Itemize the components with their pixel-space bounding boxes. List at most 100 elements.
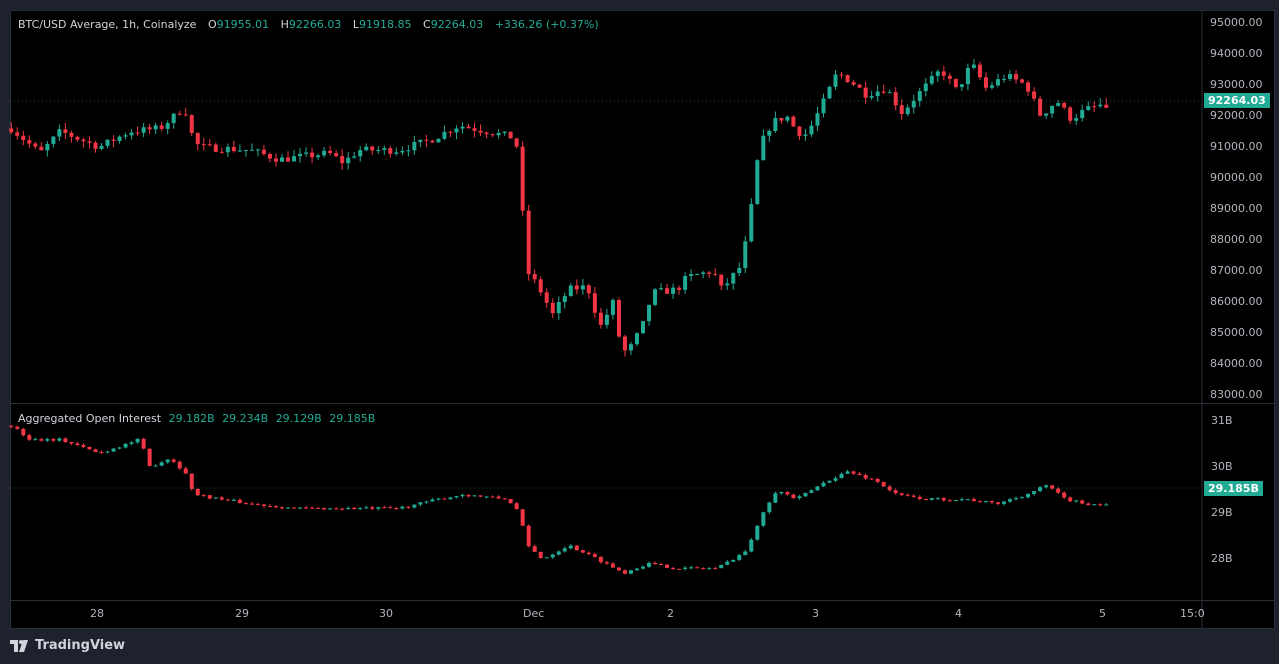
candle-body — [989, 85, 994, 88]
price-tick: 94000.00 — [1210, 47, 1263, 60]
candle-body — [665, 288, 670, 294]
symbol-label[interactable]: BTC/USD Average, 1h, Coinalyze — [18, 18, 197, 31]
candle-body — [9, 128, 14, 133]
candle-body — [1014, 498, 1019, 500]
candle-body — [183, 468, 188, 474]
candle-body — [117, 447, 122, 449]
candle-body — [261, 504, 266, 507]
candle-body — [544, 557, 549, 559]
candle-body — [316, 507, 321, 509]
candle-body — [310, 152, 315, 158]
candle-body — [141, 438, 146, 449]
candle-body — [460, 494, 465, 497]
candle-body — [171, 113, 176, 124]
candle-body — [634, 333, 639, 345]
candle-body — [135, 438, 140, 443]
candle-body — [249, 149, 254, 151]
candle-body — [406, 150, 411, 152]
candle-body — [39, 146, 44, 151]
price-tick: 84000.00 — [1210, 357, 1263, 370]
candle-body — [1104, 504, 1109, 506]
oi-low: 29.129B — [275, 412, 322, 425]
candle-body — [141, 127, 146, 133]
candle-body — [761, 512, 766, 526]
candle-body — [622, 336, 627, 351]
candle-body — [195, 488, 200, 496]
price-tick: 93000.00 — [1210, 78, 1263, 91]
candle-body — [875, 479, 880, 482]
candle-body — [279, 507, 284, 509]
candle-body — [508, 131, 513, 139]
candle-body — [472, 495, 477, 497]
candle-body — [905, 107, 910, 115]
candle-body — [532, 274, 537, 280]
candle-body — [237, 150, 242, 152]
open-label: O — [207, 18, 217, 31]
candle-body — [647, 562, 652, 567]
candle-body — [568, 285, 573, 297]
close-value: 92264.03 — [430, 18, 484, 31]
candle-body — [334, 153, 339, 157]
candle-body — [117, 136, 122, 141]
candle-body — [33, 143, 38, 147]
candle-body — [917, 91, 922, 101]
candle-body — [1026, 493, 1031, 498]
candle-body — [153, 465, 158, 467]
tradingview-logo[interactable]: TradingView — [10, 638, 125, 653]
candle-body — [971, 64, 976, 68]
candle-body — [183, 114, 188, 116]
main-legend: BTC/USD Average, 1h, Coinalyze O91955.01… — [18, 18, 599, 31]
candle-body — [81, 139, 86, 142]
candle-body — [243, 149, 248, 151]
candle-body — [797, 496, 802, 499]
candle-body — [767, 130, 772, 136]
candle-body — [382, 148, 387, 150]
candle-body — [69, 441, 74, 444]
candle-body — [1062, 492, 1067, 498]
candle-body — [953, 78, 958, 88]
price-tick: 95000.00 — [1210, 16, 1263, 29]
candle-body — [298, 153, 303, 157]
price-tick: 87000.00 — [1210, 264, 1263, 277]
low-label: L — [352, 18, 360, 31]
candle-body — [165, 459, 170, 463]
candle-body — [466, 126, 471, 129]
candle-body — [821, 98, 826, 114]
candle-body — [388, 507, 393, 509]
candle-body — [21, 428, 26, 436]
price-candles — [9, 59, 1109, 357]
candle-body — [821, 482, 826, 487]
candle-body — [448, 497, 453, 500]
candle-body — [153, 125, 158, 130]
candle-body — [965, 499, 970, 501]
candle-body — [911, 100, 916, 108]
candle-body — [292, 156, 297, 162]
candle-body — [99, 145, 104, 149]
candle-body — [352, 156, 357, 158]
candle-body — [490, 134, 495, 136]
candle-body — [394, 152, 399, 154]
candle-body — [478, 495, 483, 497]
oi-title[interactable]: Aggregated Open Interest — [18, 412, 162, 425]
candle-body — [496, 496, 501, 499]
candle-body — [899, 493, 904, 495]
candle-body — [773, 117, 778, 131]
tradingview-logo-icon — [10, 639, 28, 652]
candle-body — [213, 497, 218, 499]
candle-body — [869, 478, 874, 480]
candle-body — [207, 144, 212, 146]
candle-body — [484, 132, 489, 135]
candle-body — [893, 92, 898, 106]
chart-frame[interactable] — [10, 10, 1275, 629]
candle-body — [520, 509, 525, 526]
candle-body — [616, 567, 621, 571]
time-tick: 30 — [379, 607, 393, 620]
candle-body — [1001, 501, 1006, 504]
candle-body — [863, 87, 868, 98]
low-value: 91918.85 — [359, 18, 412, 31]
candle-body — [616, 300, 621, 337]
candle-body — [995, 502, 1000, 504]
candle-body — [725, 561, 730, 565]
candle-body — [893, 490, 898, 494]
